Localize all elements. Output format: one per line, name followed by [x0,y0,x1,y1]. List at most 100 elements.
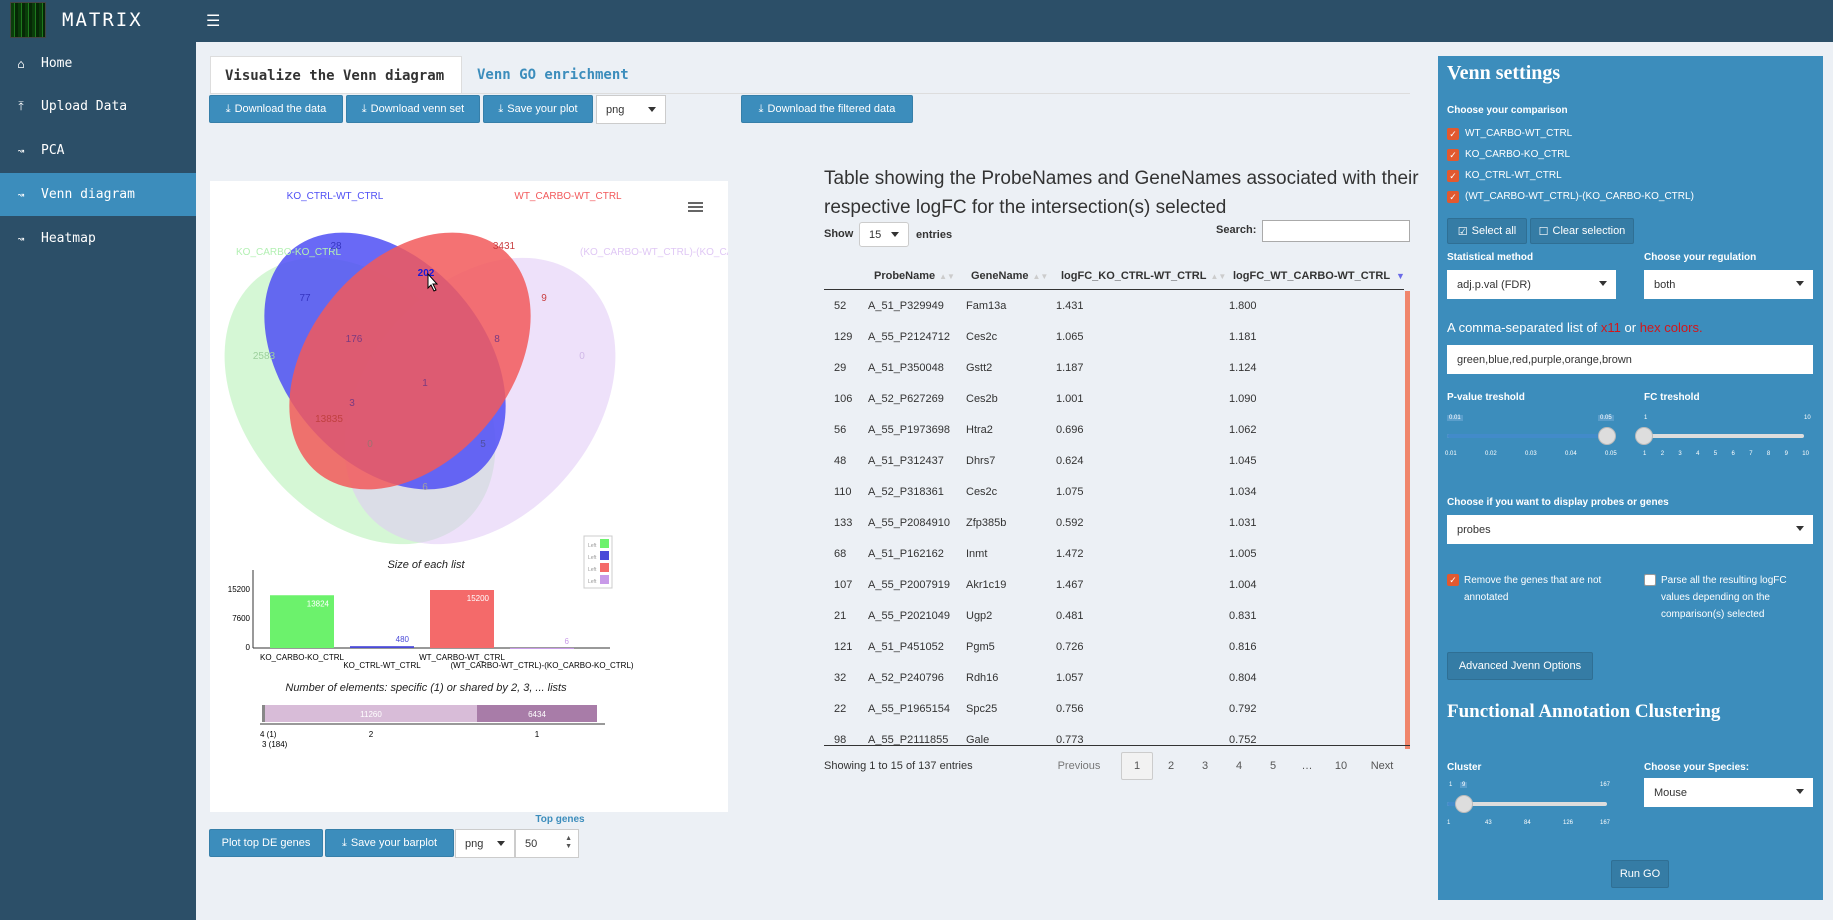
species-select[interactable]: Mouse [1644,778,1813,807]
venn-region-value[interactable]: 28 [330,241,342,252]
venn-region-value[interactable]: 6 [422,482,428,493]
stat-method-select[interactable]: adj.p.val (FDR) [1447,270,1616,299]
venn-region-value[interactable]: 77 [299,293,311,304]
table-row[interactable]: 121 A_51_P451052 Pgm5 0.726 0.816 [824,632,1404,663]
column-header[interactable]: logFC_WT_CARBO-WT_CTRL ▼ [1233,270,1405,282]
table-row[interactable]: 22 A_55_P1965154 Spc25 0.756 0.792 [824,694,1404,725]
comparison-checkbox[interactable]: ✓ [1447,191,1459,203]
fc-slider-track[interactable] [1644,434,1804,438]
clear-selection-button[interactable]: ☐ Clear selection [1530,218,1634,244]
shared-bar-segment[interactable] [265,705,477,722]
sidebar-item-heatmap[interactable]: ↝ Heatmap [0,217,196,260]
sidebar-item-upload[interactable]: ⤒ Upload Data [0,85,196,128]
colors-input[interactable]: green,blue,red,purple,orange,brown [1447,345,1813,374]
cluster-slider-handle[interactable] [1455,795,1473,813]
pagination-page[interactable]: 1 [1121,752,1153,780]
bar-legend[interactable]: Left Left Left Left [583,535,613,589]
pval-tick: 0.02 [1485,451,1497,457]
table-row[interactable]: 133 A_55_P2084910 Zfp385b 0.592 1.031 [824,508,1404,539]
venn-region-value[interactable]: 3 [349,398,355,409]
table-row[interactable]: 29 A_51_P350048 Gstt2 1.187 1.124 [824,353,1404,384]
table-row[interactable]: 68 A_51_P162162 Inmt 1.472 1.005 [824,539,1404,570]
venn-region-value[interactable]: 0 [367,439,373,450]
column-header[interactable]: logFC_KO_CTRL-WT_CTRL ▲▼ [1061,270,1227,282]
bar-0[interactable] [270,595,334,648]
menu-toggle-icon[interactable]: ☰ [206,13,221,30]
pagination-page[interactable]: 5 [1269,760,1277,772]
regulation-select[interactable]: both [1644,270,1813,299]
bar-1[interactable] [350,646,414,648]
comparison-checkbox[interactable]: ✓ [1447,170,1459,182]
advanced-jvenn-button[interactable]: Advanced Jvenn Options [1447,652,1593,680]
top-genes-input[interactable]: 50 ▲ ▼ [515,829,579,858]
venn-region-value[interactable]: 1 [422,378,428,389]
comparison-checkbox[interactable]: ✓ [1447,149,1459,161]
tab-venn-go[interactable]: Venn GO enrichment [477,67,629,83]
table-row[interactable]: 21 A_55_P2021049 Ugp2 0.481 0.831 [824,601,1404,632]
parse-logfc-checkbox[interactable] [1644,574,1656,586]
pagination-page[interactable]: 4 [1235,760,1243,772]
cluster-slider-track[interactable] [1447,802,1607,806]
venn-region-value[interactable]: 13835 [315,414,343,425]
venn-region-value[interactable]: 0 [579,351,585,362]
barplot-format-select[interactable]: png [455,829,515,858]
tab-visualize-venn[interactable]: Visualize the Venn diagram [210,56,462,94]
venn-region-value[interactable]: 8 [494,334,500,345]
table-row[interactable]: 110 A_52_P318361 Ces2c 1.075 1.034 [824,477,1404,508]
stepper-icon[interactable]: ▲ ▼ [565,835,572,850]
download-data-button[interactable]: ⤓ Download the data [209,95,343,123]
search-input[interactable] [1262,220,1410,242]
scrollbar[interactable] [1405,291,1410,749]
sidebar: ⌂ Home ⤒ Upload Data ↝ PCA ↝ Venn diagram ↝ H… [0,42,196,920]
table-row[interactable]: 98 A_55_P2111855 Gale 0.773 0.752 [824,725,1404,756]
table-row[interactable]: 56 A_55_P1973698 Htra2 0.696 1.062 [824,415,1404,446]
column-header[interactable]: ProbeName ▲▼ [874,270,955,282]
sidebar-item-venn[interactable]: ↝ Venn diagram [0,173,196,216]
sidebar-item-pca[interactable]: ↝ PCA [0,129,196,172]
comparison-checkbox[interactable]: ✓ [1447,128,1459,140]
bar-3[interactable] [510,647,574,649]
x11-link[interactable]: x11 [1600,320,1621,335]
table-cell: 1.181 [1229,331,1257,343]
plot-format-select[interactable]: png [596,95,666,124]
shared-bar-segment[interactable] [477,705,597,722]
pval-slider-handle[interactable] [1598,427,1616,445]
venn-region-value[interactable]: 202 [418,268,435,279]
comparison-label: KO_CARBO-KO_CTRL [1465,149,1571,160]
venn-region-value[interactable]: 9 [541,293,547,304]
table-row[interactable]: 48 A_51_P312437 Dhrs7 0.624 1.045 [824,446,1404,477]
main-content: Visualize the Venn diagram Venn GO enric… [196,42,1436,920]
run-go-button[interactable]: Run GO [1611,860,1669,888]
hex-colors-link[interactable]: hex colors. [1639,320,1703,335]
pagination-next[interactable]: Next [1370,760,1394,772]
table-row[interactable]: 106 A_52_P627269 Ces2b 1.001 1.090 [824,384,1404,415]
plot-top-genes-button[interactable]: Plot top DE genes [209,829,323,857]
fc-slider-handle[interactable] [1635,427,1653,445]
sidebar-item-home[interactable]: ⌂ Home [0,42,196,85]
table-row[interactable]: 52 A_51_P329949 Fam13a 1.431 1.800 [824,291,1404,322]
pagination-page[interactable]: 10 [1334,760,1348,772]
venn-region-value[interactable]: 176 [346,334,363,345]
save-barplot-button[interactable]: ⤓ Save your barplot [325,829,454,857]
display-select[interactable]: probes [1447,515,1813,544]
download-venn-set-button[interactable]: ⤓ Download venn set [346,95,480,123]
pagination-page[interactable]: 2 [1167,760,1175,772]
table-row[interactable]: 129 A_55_P2124712 Ces2c 1.065 1.181 [824,322,1404,353]
menu-icon[interactable] [688,202,703,212]
bar-2[interactable] [430,590,494,648]
venn-region-value[interactable]: 3431 [493,241,516,252]
venn-region-value[interactable]: 2583 [253,351,276,362]
table-row[interactable]: 32 A_52_P240796 Rdh16 1.057 0.804 [824,663,1404,694]
remove-unannotated-checkbox[interactable]: ✓ [1447,574,1459,586]
pagination-previous[interactable]: Previous [1057,760,1101,772]
save-plot-button[interactable]: ⤓ Save your plot [483,95,593,123]
download-filtered-button[interactable]: ⤓ Download the filtered data [741,95,913,123]
column-header[interactable]: GeneName ▲▼ [971,270,1049,282]
shared-bar-segment[interactable] [262,705,265,722]
select-all-button[interactable]: ☑ Select all [1447,218,1527,244]
venn-set-ellipse[interactable] [240,186,580,537]
pagination-page[interactable]: 3 [1201,760,1209,772]
table-row[interactable]: 107 A_55_P2007919 Akr1c19 1.467 1.004 [824,570,1404,601]
entries-select[interactable]: 15 [859,222,909,247]
venn-region-value[interactable]: 5 [480,439,486,450]
